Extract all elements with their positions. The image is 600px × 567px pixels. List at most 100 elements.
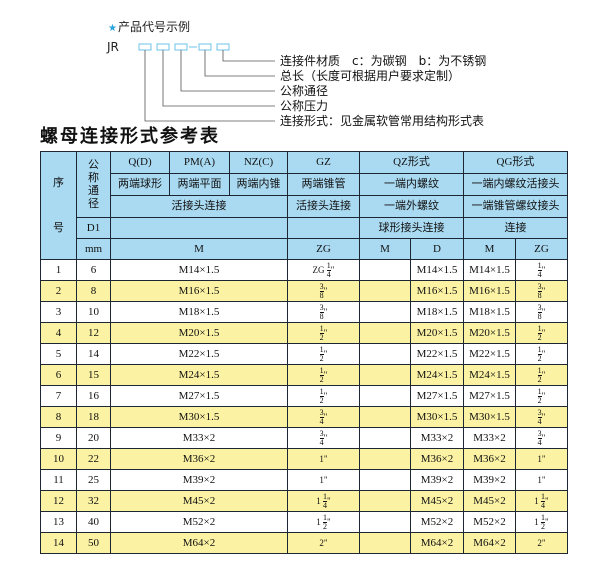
zg-inch-mark: " (323, 285, 328, 296)
zg-inch-mark: " (541, 369, 546, 380)
cell-no: 11 (40, 469, 77, 491)
zg-num: 3 (537, 302, 542, 313)
star-icon: ★ (108, 23, 117, 34)
zg-den: 4 (319, 416, 324, 426)
zg-den: 2 (319, 353, 324, 363)
code-box-2 (156, 43, 170, 51)
cell-no: 2 (40, 280, 77, 302)
cell-m: M30×1.5 (110, 406, 288, 428)
conn-union: 活接头连接 (110, 195, 288, 218)
zg-num: 1 (323, 512, 328, 523)
zg-num: 1 (326, 260, 331, 271)
zg-den: 8 (319, 311, 324, 321)
cell-d1: 14 (76, 343, 111, 365)
dn-header: 公称通径 (76, 151, 111, 218)
conn-qg: 一端锥管螺纹接头 (463, 195, 568, 218)
cell-d1: 20 (76, 427, 111, 449)
cell-m: M52×2 (110, 511, 288, 533)
table-row: 2 8 M16×1.5 3 8 " M16×1.5 M16×1.5 3 8 " (40, 280, 568, 302)
type-qz: QZ形式 (359, 151, 464, 174)
cell-d1: 22 (76, 448, 111, 470)
zg-whole: 1 (534, 516, 542, 527)
zg-num: 1 (319, 323, 324, 334)
cell-qg-zg: 1 1 2 " (515, 511, 568, 533)
cell-qg-m: M36×2 (463, 448, 516, 470)
code-box-4 (198, 43, 212, 51)
zg-num: 1 (537, 344, 542, 355)
qg-conn: 连接 (463, 217, 568, 239)
code-box-1 (138, 43, 152, 51)
cell-d1: 10 (76, 301, 111, 323)
cell-qz-d: M20×1.5 (410, 322, 464, 344)
zg-den: 4 (537, 437, 542, 447)
zg-den: 4 (537, 416, 542, 426)
zg-den: 8 (319, 290, 324, 300)
zg-inch-mark: " (541, 348, 546, 359)
zg-inch-mark: " (541, 285, 546, 296)
cell-qz-d: M64×2 (410, 532, 464, 554)
cell-d1: 12 (76, 322, 111, 344)
cell-qz-d: M14×1.5 (410, 259, 464, 281)
leader-line-1 (222, 50, 275, 62)
table-row: 9 20 M33×2 3 4 " M33×2 M33×2 3 4 " (40, 427, 568, 449)
zg-inch-mark: " (323, 369, 328, 380)
nut-connection-table: 序号 公称通径 Q(D) PM(A) NZ(C) GZ QZ形式 QG形式 两端… (40, 151, 568, 554)
cell-d1: 40 (76, 511, 111, 533)
code-box-5 (216, 43, 230, 51)
cell-no: 13 (40, 511, 77, 533)
table-row: 6 15 M24×1.5 1 2 " M24×1.5 M24×1.5 1 2 " (40, 364, 568, 386)
type-pm: PM(A) (169, 151, 230, 174)
cell-d1: 50 (76, 532, 111, 554)
leader-line-2 (204, 50, 275, 77)
cell-qg-zg: 1 2 " (515, 385, 568, 407)
cell-qg-zg: 1 2 " (515, 322, 568, 344)
table-row: 8 18 M30×1.5 3 4 " M30×1.5 M30×1.5 3 4 " (40, 406, 568, 428)
zg-den: 4 (541, 500, 546, 510)
zg-whole: 2 (537, 537, 542, 548)
cell-qz-d: M27×1.5 (410, 385, 464, 407)
zg-whole: 1 (316, 516, 324, 527)
cell-m: M45×2 (110, 490, 288, 512)
leader-line-3 (180, 50, 275, 92)
cell-m: M24×1.5 (110, 364, 288, 386)
cell-zg: 1" (287, 469, 360, 491)
zg-inch-mark: " (323, 411, 328, 422)
zg-whole: 1 (537, 453, 542, 464)
cell-qg-m: M16×1.5 (463, 280, 516, 302)
cell-zg: 1 2 " (287, 343, 360, 365)
cell-no: 1 (40, 259, 77, 281)
cell-no: 4 (40, 322, 77, 344)
zg-den: 8 (537, 290, 542, 300)
cell-zg: 1 2 " (287, 322, 360, 344)
zg-den: 2 (319, 395, 324, 405)
zg-den: 2 (323, 521, 328, 531)
cell-m: M27×1.5 (110, 385, 288, 407)
zg-den: 2 (319, 332, 324, 342)
sub-m: M (110, 238, 288, 260)
zg-whole: 1 (319, 453, 324, 464)
cell-no: 8 (40, 406, 77, 428)
code-prefix: JR (107, 40, 119, 54)
cell-no: 7 (40, 385, 77, 407)
zg-inch-mark: " (541, 327, 546, 338)
cell-qz-m (359, 532, 411, 554)
zg-inch-mark: " (541, 537, 546, 548)
seq-header-bottom: 号 (53, 221, 64, 234)
cell-zg: 1" (287, 448, 360, 470)
cell-qg-m: M33×2 (463, 427, 516, 449)
seq-header-top: 序 (53, 176, 64, 189)
cell-qz-d: M39×2 (410, 469, 464, 491)
type-gz: GZ (287, 151, 360, 174)
zg-whole: 2 (319, 537, 324, 548)
zg-num: 1 (323, 491, 328, 502)
zg-whole: 1 (316, 495, 324, 506)
cell-qz-d: M24×1.5 (410, 364, 464, 386)
